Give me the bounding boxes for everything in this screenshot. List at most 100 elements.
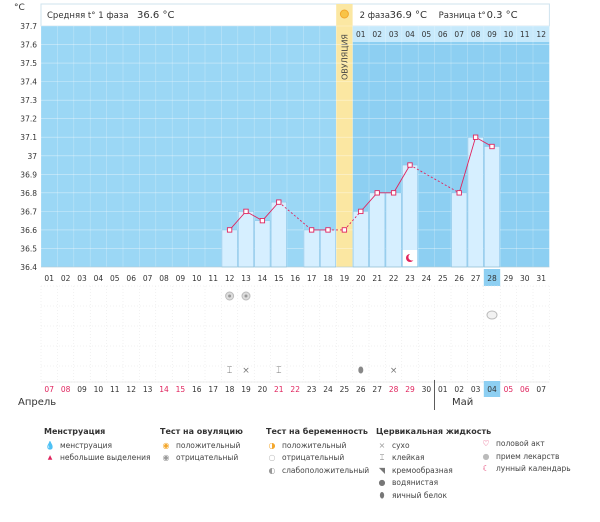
calendar-date: 29 bbox=[405, 385, 415, 394]
moon-icon: ☾ bbox=[482, 464, 490, 473]
pregnancy-positive-icon: ◑ bbox=[268, 440, 276, 450]
temperature-line bbox=[409, 164, 460, 194]
sticky-icon: ⌶ bbox=[379, 453, 385, 462]
y-tick-label: 37.2 bbox=[20, 115, 37, 124]
ovulation-sun-icon bbox=[339, 9, 349, 19]
calendar-highlight-bg bbox=[483, 381, 501, 397]
watery-icon: ● bbox=[378, 478, 386, 487]
x-tick-label: 15 bbox=[274, 274, 284, 283]
temperature-point bbox=[325, 227, 331, 233]
month-may-label: Май bbox=[452, 397, 474, 408]
calendar-date: 11 bbox=[110, 385, 120, 394]
phase2-day-label: 10 bbox=[504, 30, 514, 39]
temperature-point bbox=[243, 208, 249, 215]
y-tick-label: 37.6 bbox=[20, 41, 37, 50]
calendar-date: 27 bbox=[372, 385, 382, 394]
temperature-line bbox=[475, 136, 493, 147]
temperature-bar bbox=[270, 201, 287, 268]
legend-item: лунный календарь bbox=[496, 464, 571, 473]
temperature-point bbox=[226, 227, 233, 233]
calendar-date: 06 bbox=[520, 385, 530, 394]
y-tick-label: 37.7 bbox=[20, 22, 37, 31]
temperature-point bbox=[259, 218, 266, 224]
calendar-date: 18 bbox=[225, 385, 235, 394]
calendar-date: 19 bbox=[241, 385, 251, 394]
x-tick-label: 24 bbox=[422, 274, 432, 283]
calendar-date: 28 bbox=[389, 385, 399, 394]
calendar-date: 15 bbox=[176, 385, 186, 394]
calendar-date: 10 bbox=[94, 385, 104, 394]
temperature-bar bbox=[303, 229, 320, 268]
ovulation-band bbox=[336, 4, 353, 267]
legend-item: кремообразная bbox=[392, 465, 453, 475]
x-tick-label: 08 bbox=[159, 274, 169, 283]
phase2-day-label: 01 bbox=[356, 30, 366, 39]
y-tick-label: 36.7 bbox=[20, 207, 37, 216]
temperature-point bbox=[407, 162, 413, 168]
legend-item: сухо bbox=[392, 440, 410, 450]
temperature-bar bbox=[369, 192, 386, 268]
phase2-day-label: 03 bbox=[389, 30, 399, 39]
legend-item: менструация bbox=[60, 440, 112, 450]
ovulation-test-negative-core bbox=[244, 294, 248, 298]
pill-icon: ● bbox=[482, 451, 490, 461]
calendar-date: 08 bbox=[61, 385, 71, 394]
temperature-line bbox=[229, 211, 247, 231]
legend-pregnancy-test-title: Тест на беременность bbox=[266, 427, 368, 436]
legend-other: ♡ половой акт ● прием лекарств ☾ лунный кал… bbox=[480, 438, 571, 476]
calendar-date: 01 bbox=[438, 385, 448, 394]
heart-icon: ♡ bbox=[482, 439, 490, 448]
x-tick-label: 11 bbox=[208, 274, 218, 283]
sticky-marker-icon: ⌶ bbox=[276, 366, 281, 376]
x-tick-label: 12 bbox=[225, 274, 235, 283]
phase2-days-row bbox=[352, 26, 550, 42]
phase1-label: Средняя t° 1 фаза bbox=[47, 11, 129, 21]
legend-item: положительный bbox=[282, 440, 347, 450]
x-tick-label: 29 bbox=[504, 274, 514, 283]
legend-item: слабоположительный bbox=[282, 465, 370, 475]
temperature-bar bbox=[238, 211, 255, 268]
calendar-date: 30 bbox=[422, 385, 432, 394]
legend-item: положительный bbox=[176, 440, 241, 450]
moon-marker-mask bbox=[408, 253, 416, 261]
calendar-date: 04 bbox=[487, 385, 497, 394]
calendar-date: 17 bbox=[208, 385, 218, 394]
x-tick-label: 31 bbox=[536, 274, 546, 283]
x-tick-label: 07 bbox=[143, 274, 153, 283]
diff-label: Разница t° bbox=[439, 11, 486, 21]
calendar-date: 20 bbox=[258, 385, 268, 394]
temperature-point bbox=[341, 227, 348, 233]
legend-item: небольшие выделения bbox=[60, 453, 151, 462]
ovulation-label: ОВУЛЯЦИЯ bbox=[340, 34, 349, 80]
temperature-point bbox=[358, 208, 364, 215]
temperature-line bbox=[458, 137, 477, 193]
temperature-line bbox=[278, 201, 312, 231]
egg-white-icon: ⬮ bbox=[379, 490, 385, 500]
x-tick-label: 14 bbox=[258, 274, 268, 283]
y-tick-label: 37.3 bbox=[20, 96, 37, 105]
ovulation-test-negative-core bbox=[228, 294, 232, 298]
pregnancy-negative-icon: ○ bbox=[268, 453, 276, 462]
sticky-marker-icon: ⌶ bbox=[227, 366, 232, 376]
legend-item: водянистая bbox=[392, 478, 439, 487]
calendar-date: 05 bbox=[504, 385, 514, 394]
x-tick-label: 05 bbox=[110, 274, 120, 283]
y-tick-label: 37.5 bbox=[20, 59, 37, 68]
calendar-date: 21 bbox=[274, 385, 284, 394]
pregnancy-negative-icon bbox=[486, 310, 498, 320]
x-tick-label: 17 bbox=[307, 274, 317, 283]
legend-item: отрицательный bbox=[176, 453, 239, 462]
phase2-value: 36.9 °C bbox=[390, 10, 427, 21]
temperature-line bbox=[344, 211, 362, 231]
month-april-label: Апрель bbox=[18, 397, 57, 408]
phase2-day-label: 09 bbox=[487, 30, 497, 39]
y-tick-label: 36.5 bbox=[20, 244, 37, 253]
dry-icon: × bbox=[378, 440, 386, 450]
x-tick-label: 22 bbox=[389, 274, 399, 283]
temperature-bar bbox=[254, 220, 271, 268]
temperature-point bbox=[456, 190, 462, 196]
legend-menstruation-title: Менструация bbox=[44, 427, 106, 436]
temperature-bar bbox=[319, 229, 336, 268]
calendar-date: 07 bbox=[536, 385, 546, 394]
